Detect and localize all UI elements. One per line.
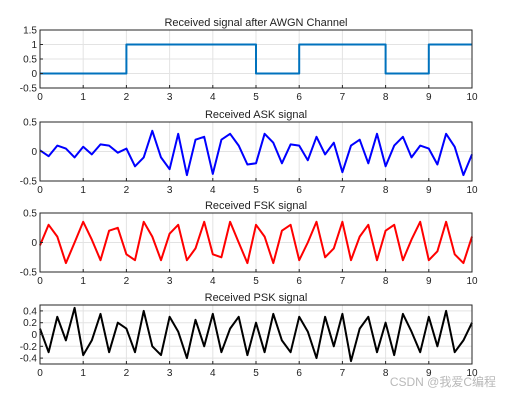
x-tick-label: 5 xyxy=(253,185,259,196)
x-tick-label: 10 xyxy=(466,92,478,103)
x-tick-label: 7 xyxy=(340,368,346,379)
x-tick-label: 7 xyxy=(340,92,346,103)
y-tick-label: 0 xyxy=(31,69,37,80)
x-tick-label: 9 xyxy=(426,368,432,379)
series-line-1 xyxy=(39,306,473,363)
x-tick-label: 5 xyxy=(253,368,259,379)
x-tick-label: 3 xyxy=(167,92,173,103)
y-tick-label: 0.5 xyxy=(23,55,37,66)
x-tick-label: 3 xyxy=(167,276,173,287)
x-tick-label: 5 xyxy=(253,92,259,103)
x-tick-label: 0 xyxy=(37,276,43,287)
x-tick-label: 6 xyxy=(296,368,302,379)
x-tick-label: 4 xyxy=(210,368,216,379)
x-tick-label: 1 xyxy=(80,276,86,287)
y-tick-label: 0 xyxy=(31,238,37,249)
x-tick-label: 7 xyxy=(340,276,346,287)
x-tick-label: 2 xyxy=(124,276,130,287)
x-tick-label: 1 xyxy=(80,368,86,379)
y-tick-label: -0.5 xyxy=(20,268,38,279)
x-tick-label: 7 xyxy=(340,185,346,196)
x-tick-label: 5 xyxy=(253,276,259,287)
x-tick-label: 3 xyxy=(167,185,173,196)
x-tick-label: 1 xyxy=(80,92,86,103)
y-tick-label: -0.4 xyxy=(20,354,38,365)
y-tick-label: 1.5 xyxy=(23,26,37,37)
x-tick-label: 1 xyxy=(80,185,86,196)
x-tick-label: 0 xyxy=(37,368,43,379)
watermark-text: CSDN @我爱C编程 xyxy=(390,374,496,389)
y-tick-label: 0.5 xyxy=(23,118,37,129)
y-tick-label: 0.2 xyxy=(23,318,37,329)
x-tick-label: 10 xyxy=(466,276,478,287)
series-line-1 xyxy=(39,220,473,265)
x-tick-label: 8 xyxy=(383,368,389,379)
x-tick-label: 2 xyxy=(124,185,130,196)
y-tick-label: 0 xyxy=(31,147,37,158)
y-tick-label: -0.2 xyxy=(20,342,38,353)
y-tick-label: -0.5 xyxy=(20,177,38,188)
x-tick-label: 4 xyxy=(210,185,216,196)
chart-title: Received PSK signal xyxy=(205,292,308,304)
y-tick-label: 0.4 xyxy=(23,306,37,317)
x-tick-label: 0 xyxy=(37,92,43,103)
x-tick-label: 9 xyxy=(426,92,432,103)
series-line-1 xyxy=(40,43,472,75)
x-tick-label: 4 xyxy=(210,92,216,103)
x-tick-label: 2 xyxy=(124,92,130,103)
x-tick-label: 4 xyxy=(210,276,216,287)
x-tick-label: 10 xyxy=(466,368,478,379)
x-tick-label: 10 xyxy=(466,185,478,196)
y-tick-label: -0.5 xyxy=(20,84,38,95)
x-tick-label: 8 xyxy=(383,185,389,196)
x-tick-label: 0 xyxy=(37,185,43,196)
chart-title: Received ASK signal xyxy=(205,109,307,121)
y-tick-label: 0 xyxy=(31,330,37,341)
x-tick-label: 2 xyxy=(124,368,130,379)
x-tick-label: 8 xyxy=(383,276,389,287)
x-tick-label: 6 xyxy=(296,185,302,196)
x-tick-label: 8 xyxy=(383,92,389,103)
y-tick-label: 1 xyxy=(31,40,37,51)
chart-title: Received FSK signal xyxy=(205,200,307,212)
x-tick-label: 6 xyxy=(296,92,302,103)
chart-title: Received signal after AWGN Channel xyxy=(164,17,347,29)
series-line-1 xyxy=(39,129,473,177)
y-tick-label: 0.5 xyxy=(23,209,37,220)
x-tick-label: 6 xyxy=(296,276,302,287)
x-tick-label: 9 xyxy=(426,185,432,196)
x-tick-label: 9 xyxy=(426,276,432,287)
x-tick-label: 3 xyxy=(167,368,173,379)
